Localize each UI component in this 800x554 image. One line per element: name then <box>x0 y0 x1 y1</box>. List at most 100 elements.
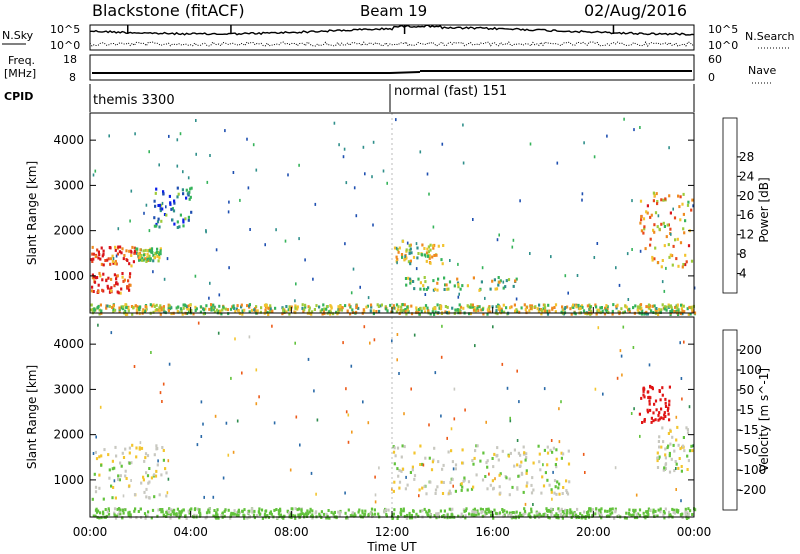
data-cell <box>422 287 426 291</box>
data-cell <box>347 508 350 512</box>
data-cell <box>326 516 329 520</box>
data-cell <box>663 289 666 293</box>
data-cell <box>558 407 560 411</box>
data-cell <box>352 267 355 271</box>
data-cell <box>661 280 664 284</box>
data-cell <box>104 259 107 262</box>
data-cell <box>656 200 659 203</box>
data-cell <box>449 259 451 262</box>
data-cell <box>491 479 494 483</box>
data-cell <box>595 312 598 316</box>
data-cell <box>654 211 658 215</box>
data-cell <box>212 306 215 310</box>
data-cell <box>678 205 681 209</box>
data-cell <box>158 203 161 207</box>
data-cell <box>634 304 637 308</box>
data-cell <box>664 305 667 309</box>
data-cell <box>216 508 219 512</box>
data-cell <box>315 510 318 514</box>
data-cell <box>617 514 620 518</box>
data-cell <box>304 303 307 307</box>
data-cell <box>134 304 137 308</box>
data-cell <box>247 511 250 515</box>
data-cell <box>394 306 397 310</box>
data-cell <box>664 405 668 408</box>
data-cell <box>492 325 494 329</box>
data-cell <box>613 516 616 520</box>
data-cell <box>150 247 154 251</box>
data-cell <box>638 508 642 512</box>
data-cell <box>155 222 158 226</box>
data-cell <box>544 306 547 310</box>
data-cell <box>251 510 254 514</box>
data-cell <box>661 386 664 390</box>
data-cell <box>335 310 338 314</box>
data-cell <box>267 313 270 316</box>
data-cell <box>153 216 156 220</box>
data-cell <box>121 516 124 520</box>
data-cell <box>90 303 93 307</box>
data-cell <box>369 341 371 345</box>
data-cell <box>656 514 659 518</box>
data-cell <box>290 507 293 511</box>
data-cell <box>258 512 261 516</box>
data-cell <box>664 467 667 471</box>
data-cell <box>325 516 328 520</box>
data-cell <box>406 305 409 309</box>
data-cell <box>366 304 369 308</box>
data-cell <box>661 303 664 307</box>
data-cell <box>498 473 501 477</box>
data-cell <box>204 307 207 311</box>
x-tick-label: 16:00 <box>475 525 510 539</box>
data-cell <box>337 310 340 314</box>
data-cell <box>127 306 130 310</box>
data-cell <box>148 254 151 258</box>
data-cell <box>355 214 358 218</box>
data-cell <box>671 435 674 439</box>
data-cell <box>462 508 465 512</box>
data-cell <box>419 444 422 448</box>
data-cell <box>666 446 669 450</box>
data-cell <box>541 475 544 479</box>
data-cell <box>579 307 582 310</box>
cpid-mode-2: normal (fast) 151 <box>394 84 507 99</box>
data-cell <box>264 305 268 309</box>
data-cell <box>566 305 569 309</box>
data-cell <box>111 306 114 309</box>
data-cell <box>132 260 135 264</box>
data-cell <box>227 210 230 214</box>
data-cell <box>672 244 675 248</box>
data-cell <box>246 516 249 520</box>
data-cell <box>330 306 333 310</box>
data-cell <box>426 172 429 176</box>
data-cell <box>121 247 124 251</box>
data-cell <box>549 510 552 514</box>
data-cell <box>189 508 192 512</box>
data-cell <box>651 304 654 308</box>
data-cell <box>128 446 131 450</box>
data-cell <box>507 454 510 458</box>
data-cell <box>146 454 150 458</box>
data-cell <box>681 444 685 448</box>
data-cell <box>511 485 514 489</box>
data-cell <box>484 513 487 516</box>
data-cell <box>155 187 158 191</box>
data-cell <box>322 310 325 314</box>
data-cell <box>134 132 136 136</box>
data-cell <box>325 305 329 309</box>
data-cell <box>550 513 553 517</box>
data-cell <box>155 224 158 228</box>
data-cell <box>163 277 166 281</box>
data-cell <box>525 471 528 475</box>
data-cell <box>444 305 447 308</box>
data-cell <box>129 272 132 276</box>
data-cell <box>162 513 166 517</box>
data-cell <box>475 511 478 514</box>
data-cell <box>298 507 301 511</box>
data-cell <box>687 459 690 463</box>
data-cell <box>642 231 645 235</box>
data-cell <box>426 306 429 310</box>
data-cell <box>98 473 101 477</box>
data-cell <box>550 439 553 442</box>
data-cell <box>208 510 211 514</box>
